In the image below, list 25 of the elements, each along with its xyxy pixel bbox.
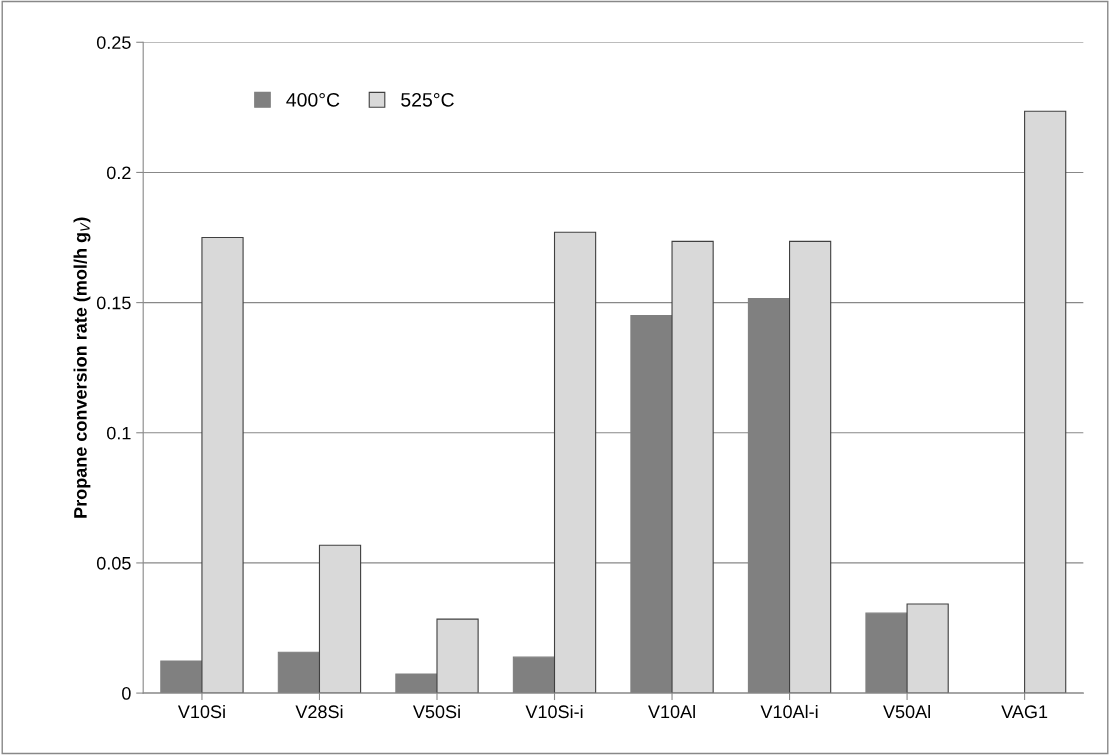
legend-label: 525°C (401, 92, 454, 107)
y-axis-title: Propane conversion rate (mol/h g$_{V}$) (73, 217, 91, 518)
x-tick-label: V28Si (295, 704, 343, 719)
bar (789, 240, 832, 694)
x-tick-label: V50Si (412, 704, 460, 719)
bar (906, 603, 949, 694)
x-tick-label: V10Al (648, 704, 695, 719)
y-tick-label: 0.05 (96, 556, 131, 570)
bar (201, 236, 244, 694)
x-tick-label: V10Al-i (760, 704, 818, 719)
y-tick-label: 0 (122, 687, 131, 700)
bar (1024, 110, 1067, 694)
y-tick-label: 0.15 (96, 296, 131, 310)
x-tick-label: V10Si-i (525, 704, 583, 719)
y-tick-label: 0.1 (106, 426, 131, 440)
bar (553, 231, 597, 694)
y-tick-label: 0.25 (96, 36, 131, 49)
y-tick-label: 0.2 (106, 166, 131, 180)
bar (671, 240, 714, 694)
x-tick-label: V50Al (883, 704, 930, 719)
bar (436, 618, 479, 694)
x-tick-label: V10Si (177, 704, 225, 719)
legend-label: 400°C (286, 92, 340, 107)
bar (318, 544, 362, 694)
x-tick-label: VAG1 (1001, 705, 1048, 719)
